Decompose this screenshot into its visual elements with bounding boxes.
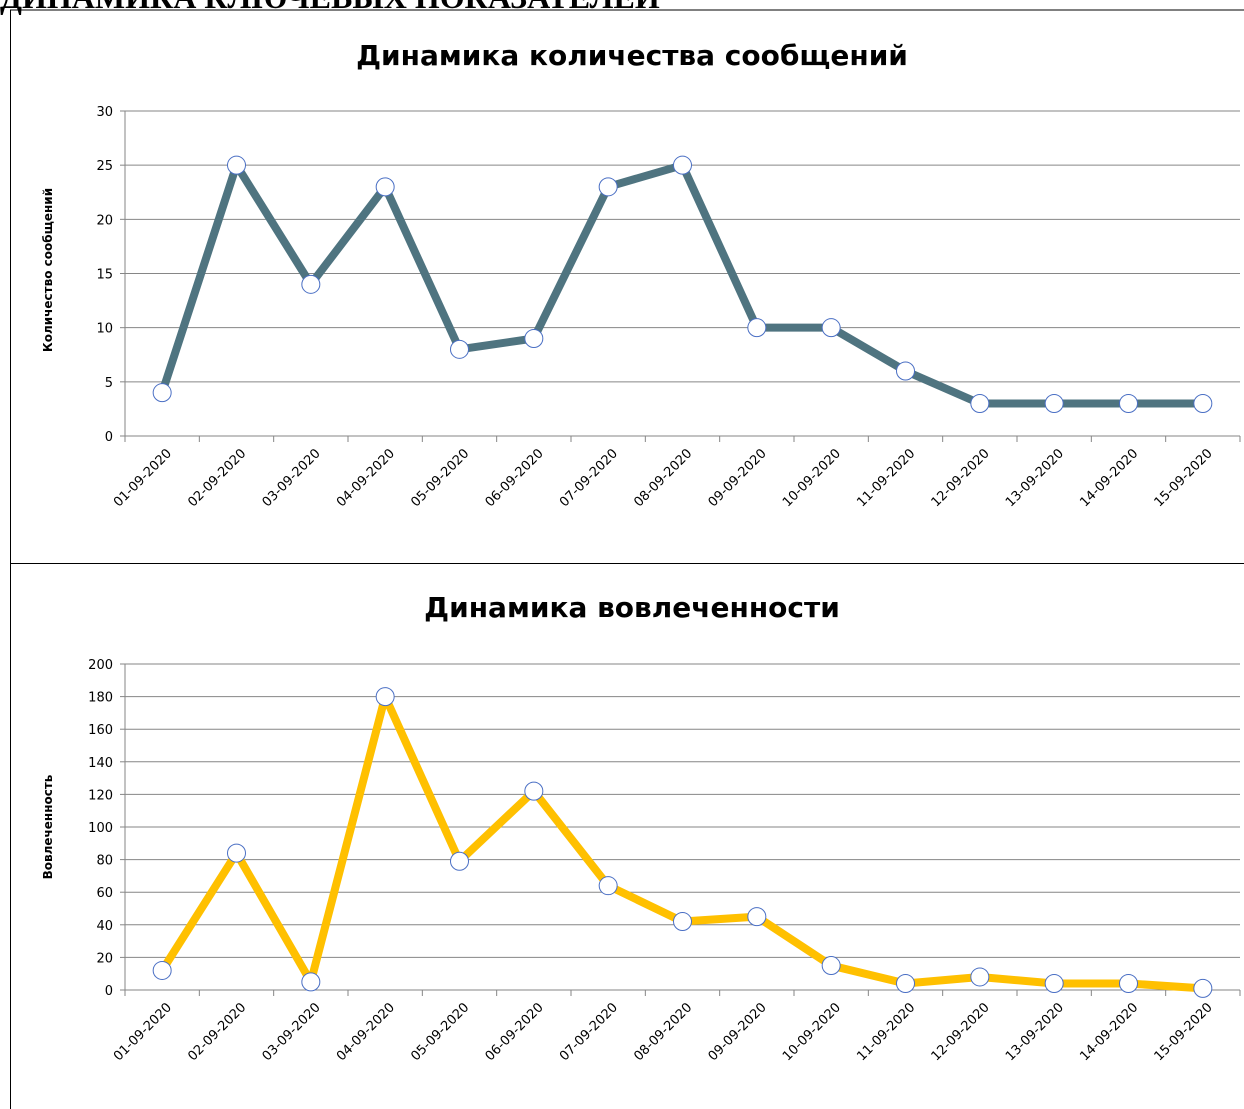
y-tick-label: 160: [88, 723, 113, 738]
data-point: [152, 960, 172, 980]
data-point: [1044, 973, 1064, 993]
data-point: [227, 843, 246, 863]
data-point: [152, 383, 172, 403]
data-point: [524, 781, 544, 801]
data-point: [227, 155, 246, 175]
y-tick-label: 60: [96, 886, 113, 901]
data-point: [673, 155, 692, 175]
data-point: [598, 876, 618, 896]
y-tick-label: 0: [105, 430, 113, 445]
chart-title: Динамика вовлеченности: [424, 591, 840, 624]
data-point: [970, 967, 990, 987]
data-point: [301, 972, 321, 992]
data-point: [450, 339, 469, 359]
y-tick-label: 200: [88, 658, 113, 673]
data-point: [375, 687, 395, 707]
y-tick-label: 20: [96, 951, 113, 966]
data-point: [747, 318, 767, 338]
y-tick-label: 0: [105, 984, 113, 999]
data-point: [1193, 394, 1213, 413]
data-point: [896, 361, 915, 381]
y-tick-label: 100: [88, 821, 113, 836]
y-tick-label: 140: [88, 756, 113, 771]
data-point: [1119, 394, 1138, 413]
y-tick-label: 25: [96, 159, 113, 174]
y-tick-label: 20: [96, 213, 113, 228]
data-point: [821, 956, 841, 976]
y-axis-label: Вовлеченность: [41, 774, 55, 879]
data-point: [524, 329, 544, 348]
data-point: [301, 274, 321, 294]
y-axis-label: Количество сообщений: [41, 188, 55, 352]
y-tick-label: 15: [96, 268, 113, 283]
chart-title: Динамика количества сообщений: [356, 39, 908, 72]
data-point: [598, 177, 618, 197]
data-point: [375, 177, 395, 197]
data-point: [1193, 978, 1213, 998]
data-point: [747, 907, 767, 927]
data-point: [970, 394, 990, 413]
data-point: [450, 851, 469, 871]
y-tick-label: 40: [96, 919, 113, 934]
y-tick-label: 5: [105, 376, 113, 391]
y-tick-label: 120: [88, 788, 113, 803]
y-tick-label: 80: [96, 854, 113, 869]
data-point: [673, 912, 692, 932]
y-tick-label: 30: [96, 105, 113, 120]
data-point: [821, 318, 841, 338]
data-point: [1044, 394, 1064, 413]
data-point: [896, 973, 915, 993]
y-tick-label: 180: [88, 691, 113, 706]
data-point: [1119, 973, 1138, 993]
y-tick-label: 10: [96, 322, 113, 337]
page-heading: ДИНАМИКА КЛЮЧЕВЫХ ПОКАЗАТЕЛЕЙ: [0, 0, 660, 15]
